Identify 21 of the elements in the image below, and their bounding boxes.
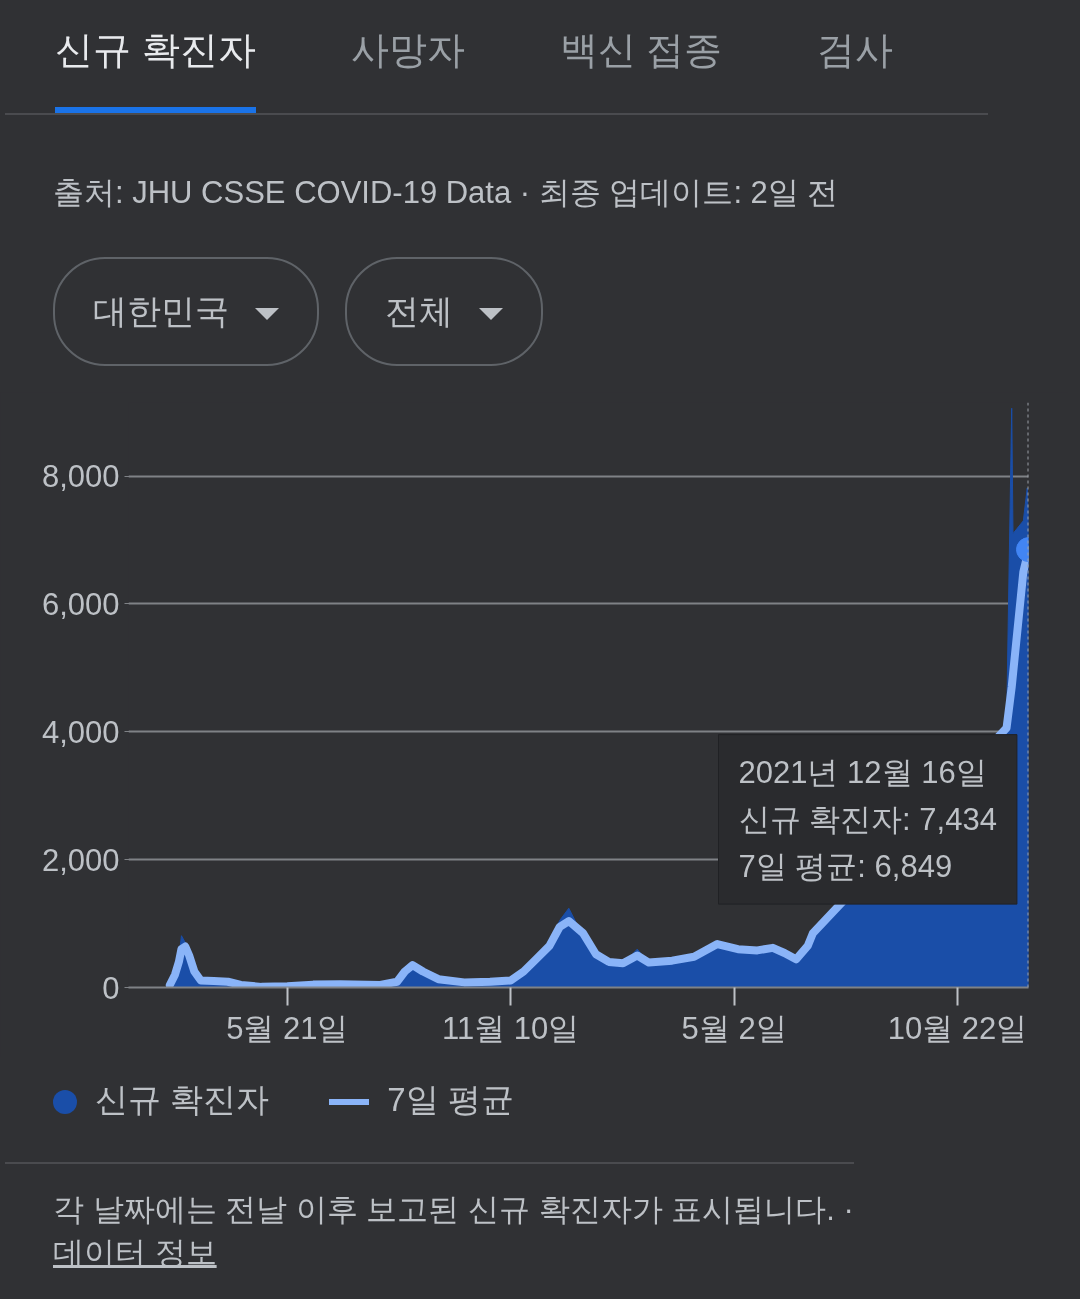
text: 대한민국 xyxy=(53,257,319,366)
x-tick-label: 11월 10일 xyxy=(442,1010,580,1046)
x-tick-label: 5월 21일 xyxy=(226,1010,349,1046)
text: 백신 접종 xyxy=(559,28,723,73)
y-tick-label: 6,000 xyxy=(41,586,120,622)
text: 데이터 정보 xyxy=(53,1234,218,1273)
source-note: 출처: JHU CSSE COVID-19 Data · 최종 업데이트: 2일 전 xyxy=(52,174,839,212)
x-tick-label: 10월 22일 xyxy=(887,1010,1028,1046)
y-tick-label: 8,000 xyxy=(41,459,120,495)
x-tick-label: 5월 2일 xyxy=(681,1010,787,1046)
text: 각 날짜에는 전날 이후 보고된 신규 확진자가 표시됩니다. · xyxy=(53,1191,854,1229)
text: 신규 확진자 xyxy=(55,23,256,114)
y-tick-label: 2,000 xyxy=(41,842,120,878)
text: 검사 xyxy=(817,28,894,73)
text: 전체 xyxy=(345,257,543,366)
y-tick-label: 0 xyxy=(102,970,120,1006)
annotation: 2021년 12월 16일 신규 확진자: 7,434 7일 평균: 6,849 xyxy=(738,754,997,885)
y-tick-label: 4,000 xyxy=(41,714,120,750)
text: 사망자 xyxy=(350,28,465,73)
legend-label: 7일 평균 xyxy=(386,1080,514,1120)
legend-label: 신규 확진자 xyxy=(94,1080,270,1120)
